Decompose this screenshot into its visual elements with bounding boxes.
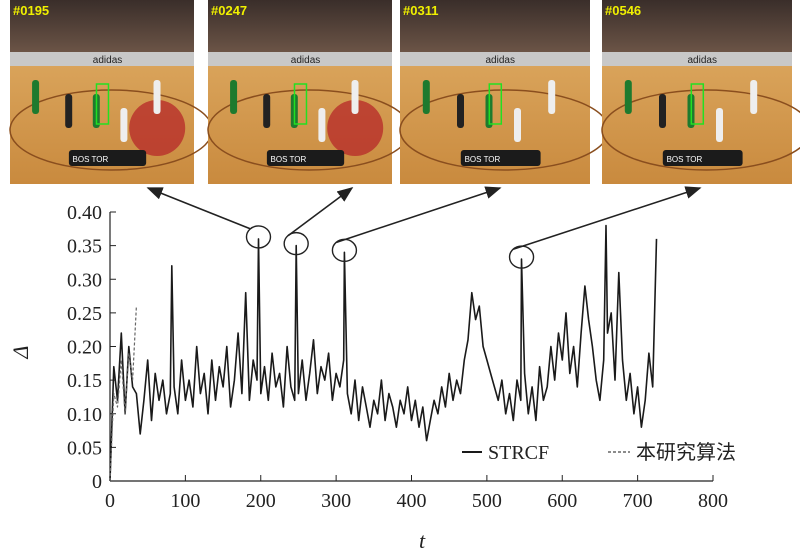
ad-brand-text: adidas [93,55,122,66]
player-figure [422,80,430,114]
legend: STRCF 本研究算法 [462,441,736,464]
player-figure [120,108,128,142]
video-frame-2: adidas BOS TOR #0247 [207,0,412,184]
player-figure [457,94,464,128]
peak-connector-3 [336,186,502,244]
y-tick-label: 0.40 [67,202,102,224]
peak-marker-2 [283,231,309,256]
player-figure [318,108,326,142]
x-axis-title: t [419,528,426,553]
legend-label-strcf: STRCF [488,442,549,464]
y-axis-title: Δ [8,346,33,360]
scoreboard [460,150,541,166]
ad-brand-text: adidas [486,55,515,66]
x-tick-label: 500 [472,490,502,512]
peak-markers [245,225,535,269]
peak-connector-2 [287,187,354,237]
y-tick-label: 0.10 [67,404,102,426]
x-tick-label: 200 [246,490,276,512]
y-tick-label: 0.05 [67,437,102,459]
frame-id-label: #0247 [211,3,247,18]
x-tick-label: 700 [623,490,653,512]
center-logo [327,100,384,156]
y-tick-label: 0.15 [67,370,102,392]
crowd-area [400,0,590,52]
scoreboard-teams: BOS TOR [271,155,307,164]
frame-id-label: #0195 [13,3,49,18]
tracking-box [690,83,705,125]
x-tick-label: 300 [321,490,351,512]
video-frame-1: adidas BOS TOR #0195 [9,0,214,184]
y-ticks: 0 0.05 0.10 0.15 0.20 0.25 0.30 0.35 0.40 [67,202,116,493]
peak-marker-3 [331,238,358,263]
line-chart: 0 0.05 0.10 0.15 0.20 0.25 0.30 0.35 0.40 0 100 20… [8,202,736,553]
video-frame-4: adidas BOS TOR #0546 [601,0,800,184]
player-figure [65,94,73,128]
ad-board [10,52,194,66]
y-tick-label: 0 [92,471,102,493]
x-tick-label: 100 [170,490,200,512]
peak-marker-1 [245,225,272,249]
series-lines [109,224,658,482]
player-figure [716,108,723,142]
player-figure [153,80,161,114]
series-line-0 [109,224,658,482]
crowd-area [208,0,392,52]
player-figure [32,80,40,114]
player-figure [263,94,271,128]
player-figure [750,80,758,114]
peak-marker-4 [508,245,535,269]
tracking-box [95,83,110,125]
y-tick-label: 0.30 [67,269,102,291]
scoreboard-teams: BOS TOR [73,155,109,164]
ad-board [400,52,590,66]
crowd-area [10,0,194,52]
scoreboard [266,150,345,166]
player-figure [659,94,666,128]
series-line-1 [109,306,137,482]
ad-brand-text: adidas [291,55,320,66]
player-figure [230,80,238,114]
x-tick-label: 800 [698,490,728,512]
tracking-box [488,83,503,125]
ad-board [208,52,392,66]
frame-id-label: #0546 [605,3,641,18]
tracking-box [293,83,308,125]
x-tick-label: 400 [397,490,427,512]
scoreboard [68,150,147,166]
y-tick-label: 0.35 [67,236,102,258]
scoreboard-teams: BOS TOR [667,155,703,164]
legend-label-ours: 本研究算法 [636,441,736,464]
ad-brand-text: adidas [688,55,717,66]
frame-id-label: #0311 [403,3,438,18]
peak-connector-1 [146,187,251,230]
peak-connectors [146,186,702,250]
video-frame-3: adidas BOS TOR #0311 [399,0,610,184]
ad-board [602,52,792,66]
y-tick-label: 0.25 [67,303,102,325]
scoreboard [662,150,743,166]
x-tick-label: 600 [547,490,577,512]
y-tick-label: 0.20 [67,337,102,359]
x-ticks: 0 100 200 300 400 500 600 700 800 [105,475,728,512]
player-figure [624,80,632,114]
scoreboard-teams: BOS TOR [465,155,501,164]
center-logo [129,100,186,156]
x-tick-label: 0 [105,490,115,512]
court-line [601,89,800,171]
player-figure [548,80,556,114]
player-figure [514,108,521,142]
crowd-area [602,0,792,52]
player-figure [351,80,359,114]
peak-connector-4 [513,186,702,250]
